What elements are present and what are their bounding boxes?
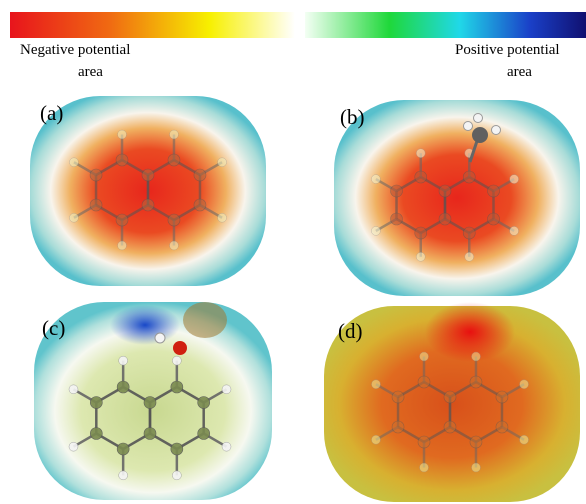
carbon: [198, 428, 210, 440]
hydrogen: [371, 435, 380, 444]
carbon: [418, 436, 430, 448]
hydrogen: [119, 471, 128, 480]
hydrogen: [371, 175, 380, 184]
hydrogen: [172, 356, 181, 365]
hydrogen: [492, 126, 501, 135]
negative-scale: [10, 12, 295, 38]
carbon: [90, 169, 102, 181]
carbon: [168, 214, 180, 226]
legend-text: area: [78, 64, 103, 80]
hydrogen: [510, 226, 519, 235]
carbon: [418, 376, 430, 388]
legend-text: Positive potential: [455, 42, 560, 58]
hydrogen: [69, 385, 78, 394]
hydrogen: [155, 333, 165, 343]
carbon: [117, 381, 129, 393]
carbon: [439, 213, 451, 225]
carbon: [116, 154, 128, 166]
surface: [334, 100, 580, 296]
carbon: [487, 213, 499, 225]
carbon: [392, 391, 404, 403]
hydrogen: [69, 442, 78, 451]
carbon: [439, 185, 451, 197]
red-region: [425, 302, 515, 362]
carbon: [142, 199, 154, 211]
hydrogen: [222, 442, 231, 451]
hydrogen: [371, 380, 380, 389]
hydrogen: [510, 175, 519, 184]
hydrogen: [118, 130, 127, 139]
carbon: [487, 185, 499, 197]
carbon: [194, 169, 206, 181]
legend-text: area: [507, 64, 532, 80]
hydrogen: [416, 149, 425, 158]
hydrogen: [118, 241, 127, 250]
carbon: [171, 381, 183, 393]
carbon: [142, 169, 154, 181]
oxygen: [173, 341, 187, 355]
hydrogen: [420, 352, 429, 361]
legend-text: Negative potential: [20, 42, 130, 58]
figure: Negative potential area Positive potenti…: [0, 0, 586, 504]
hydrogen: [371, 226, 380, 235]
hydrogen: [69, 158, 78, 167]
panel-label: (d): [338, 319, 363, 343]
hydrogen: [471, 352, 480, 361]
carbon: [198, 397, 210, 409]
hydrogen: [420, 463, 429, 472]
carbon: [470, 436, 482, 448]
carbon: [90, 428, 102, 440]
hydrogen: [69, 213, 78, 222]
carbon: [90, 199, 102, 211]
hydrogen: [218, 158, 227, 167]
carbon: [463, 227, 475, 239]
carbon: [116, 214, 128, 226]
carbon: [168, 154, 180, 166]
carbon: [496, 391, 508, 403]
panel-label: (c): [42, 316, 65, 340]
hydrogen: [119, 356, 128, 365]
hydrogen: [465, 252, 474, 261]
hydrogen: [222, 385, 231, 394]
carbon: [470, 376, 482, 388]
blue-region: [110, 305, 180, 345]
carbon: [144, 397, 156, 409]
panel-label: (b): [340, 105, 365, 129]
hydrogen: [520, 380, 529, 389]
hydrogen: [520, 435, 529, 444]
hydrogen: [471, 463, 480, 472]
positive-scale: [305, 12, 586, 38]
carbon: [391, 213, 403, 225]
panel-label: (a): [40, 101, 63, 125]
carbon: [415, 171, 427, 183]
carbon: [90, 397, 102, 409]
carbon: [472, 127, 488, 143]
carbon: [415, 227, 427, 239]
carbon: [171, 443, 183, 455]
maps: [30, 96, 580, 502]
hydrogen: [169, 130, 178, 139]
carbon: [194, 199, 206, 211]
brown-region: [183, 302, 227, 338]
carbon: [144, 428, 156, 440]
hydrogen: [416, 252, 425, 261]
carbon: [463, 171, 475, 183]
carbon: [391, 185, 403, 197]
hydrogen: [218, 213, 227, 222]
hydrogen: [169, 241, 178, 250]
carbon: [444, 391, 456, 403]
hydrogen: [172, 471, 181, 480]
hydrogen: [464, 122, 473, 131]
carbon: [117, 443, 129, 455]
carbon: [496, 421, 508, 433]
hydrogen: [474, 114, 483, 123]
carbon: [392, 421, 404, 433]
carbon: [444, 421, 456, 433]
